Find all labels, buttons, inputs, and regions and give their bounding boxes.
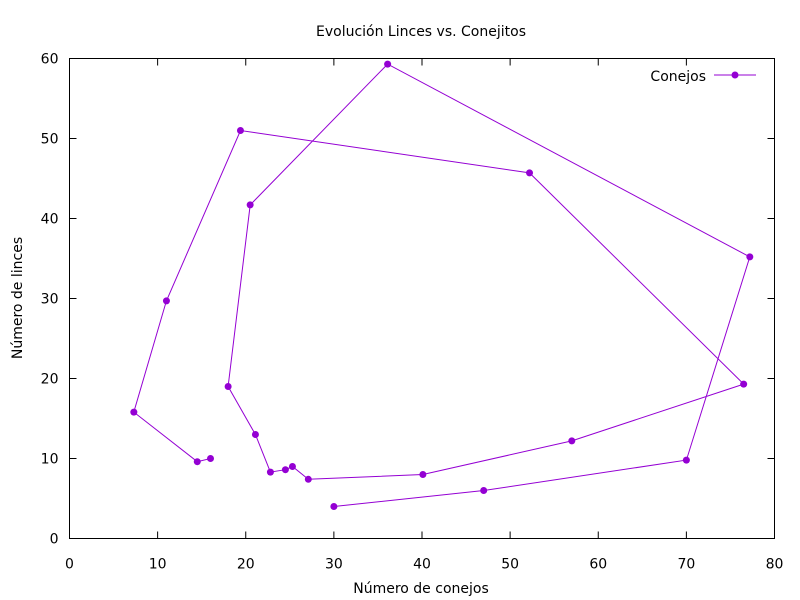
legend: Conejos — [650, 69, 756, 85]
x-tick-label: 40 — [413, 557, 431, 573]
data-point — [288, 463, 296, 470]
y-tick-label: 60 — [41, 52, 59, 68]
data-point — [746, 253, 754, 261]
data-point — [246, 201, 254, 209]
data-point — [281, 466, 289, 474]
y-axis-label: Número de linces — [10, 237, 26, 359]
data-point — [251, 431, 259, 438]
series-line-0 — [133, 63, 751, 507]
x-tick-label: 50 — [501, 557, 519, 573]
x-tick-label: 70 — [677, 557, 695, 573]
data-point — [682, 456, 690, 464]
data-point — [193, 458, 201, 466]
data-point — [236, 127, 244, 134]
legend-label-conejos: Conejos — [650, 69, 706, 85]
data-point — [162, 297, 170, 305]
series-layer — [130, 60, 754, 510]
y-tick-label: 0 — [50, 532, 59, 548]
plot-frame — [69, 58, 775, 539]
y-tick-label: 30 — [41, 292, 59, 308]
data-point — [330, 503, 338, 510]
legend-marker-conejos — [731, 71, 739, 79]
x-tick-label: 80 — [766, 557, 784, 573]
plot-area: 0 10 20 30 40 50 60 70 80 0 10 20 30 40 50 60 — [41, 52, 784, 573]
x-tick-label: 60 — [589, 557, 607, 573]
data-point — [419, 471, 427, 478]
data-point — [266, 468, 274, 476]
data-point — [480, 487, 488, 494]
data-point — [304, 475, 312, 483]
data-point — [207, 455, 214, 462]
y-tick-label: 40 — [41, 212, 59, 228]
data-point — [526, 169, 534, 177]
x-axis-label: Número de conejos — [353, 581, 489, 597]
data-point — [568, 437, 576, 445]
data-point — [224, 383, 232, 390]
chart-title: Evolución Linces vs. Conejitos — [316, 24, 526, 40]
data-point — [130, 408, 138, 416]
y-tick-label: 50 — [41, 132, 59, 148]
x-tick-label: 30 — [325, 557, 343, 573]
x-tick-label: 0 — [65, 557, 74, 573]
x-tick-label: 20 — [237, 557, 255, 573]
y-tick-label: 20 — [41, 372, 59, 388]
x-tick-label: 10 — [149, 557, 167, 573]
y-tick-label: 10 — [41, 452, 59, 468]
data-point — [384, 60, 392, 68]
data-point — [740, 380, 748, 388]
y-axis: 0 10 20 30 40 50 60 — [41, 52, 775, 548]
x-axis: 0 10 20 30 40 50 60 70 80 — [65, 58, 784, 573]
